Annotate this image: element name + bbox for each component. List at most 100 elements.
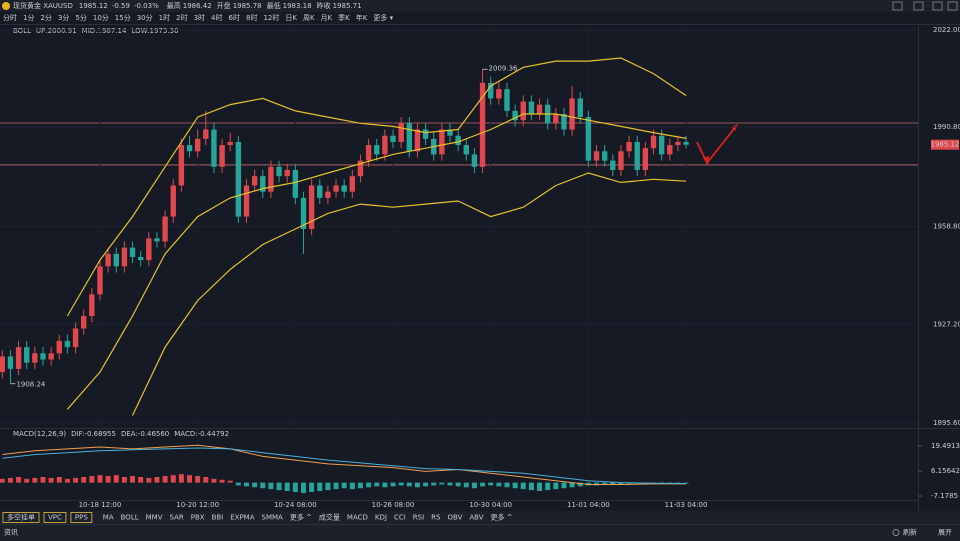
indicator-tab[interactable]: CCI bbox=[394, 514, 406, 522]
icon[interactable] bbox=[913, 1, 924, 11]
macd-bar bbox=[56, 476, 62, 483]
period-tab[interactable]: 5分 bbox=[75, 13, 86, 22]
indicator-button[interactable] bbox=[70, 512, 93, 523]
candle-body bbox=[642, 148, 649, 170]
period-tab[interactable]: 周K bbox=[303, 14, 315, 22]
macd-bar bbox=[113, 475, 119, 483]
candle-body bbox=[276, 166, 282, 177]
indicator-tab[interactable]: MMV bbox=[146, 514, 163, 522]
x-tick-label: 11-01 04:00 bbox=[567, 501, 610, 509]
candle-body bbox=[129, 247, 136, 257]
indicator-tab[interactable]: MA bbox=[103, 514, 114, 522]
indicator-tab[interactable]: BBI bbox=[212, 514, 224, 522]
macd-bar bbox=[105, 476, 111, 483]
macd-bar bbox=[618, 482, 624, 485]
stat-label: 昨收 bbox=[317, 1, 331, 10]
macd-bar bbox=[569, 482, 575, 488]
candle-body bbox=[374, 145, 380, 155]
macd-bar bbox=[130, 476, 136, 483]
footer-action[interactable]: 展开 bbox=[938, 529, 952, 537]
macd-bar bbox=[504, 482, 510, 488]
top-bar bbox=[0, 0, 960, 12]
period-tab[interactable]: 季K bbox=[338, 13, 350, 22]
candle-body bbox=[317, 185, 323, 198]
indicator-button-label[interactable]: 多空挂单 bbox=[7, 513, 35, 522]
candle-body bbox=[488, 82, 494, 99]
y-tick-label: 1895.60 bbox=[933, 419, 960, 427]
period-tab[interactable]: 分时 bbox=[3, 13, 17, 22]
x-tick-label: 11-03 04:00 bbox=[665, 501, 708, 509]
macd-bar bbox=[610, 482, 616, 485]
period-tab[interactable]: 4时 bbox=[211, 13, 222, 22]
macd-bar bbox=[89, 476, 95, 483]
icon[interactable] bbox=[932, 1, 943, 11]
indicator-tab[interactable]: MACD bbox=[347, 514, 368, 522]
period-tab[interactable]: 1时 bbox=[159, 13, 170, 22]
macd-bar bbox=[317, 482, 323, 492]
indicator-button-label[interactable]: VPC bbox=[48, 514, 62, 522]
indicator-tab[interactable]: KDJ bbox=[375, 514, 387, 522]
macd-bar bbox=[414, 482, 420, 488]
period-tab[interactable]: 3分 bbox=[58, 13, 69, 22]
macd-bar bbox=[138, 476, 144, 483]
period-tab[interactable]: 6时 bbox=[229, 13, 240, 22]
indicator-tab[interactable]: 更多 ^ bbox=[290, 513, 312, 522]
macd-bar bbox=[227, 480, 233, 483]
indicator-tab[interactable]: SAR bbox=[170, 514, 184, 522]
indicator-tab[interactable]: 更多 ^ bbox=[491, 513, 513, 522]
macd-bar bbox=[219, 479, 225, 483]
candle-body bbox=[349, 176, 356, 192]
icon[interactable] bbox=[947, 1, 958, 11]
indicator-tab[interactable]: EXPMA bbox=[230, 514, 254, 522]
period-tab[interactable]: 3时 bbox=[194, 13, 205, 22]
footer-action[interactable]: 刷新 bbox=[903, 528, 917, 537]
period-tab[interactable]: 1分 bbox=[23, 13, 34, 22]
indicator-button[interactable] bbox=[2, 512, 40, 523]
candle-body bbox=[325, 191, 331, 198]
candle-body bbox=[471, 154, 478, 167]
indicator-tab[interactable]: RSI bbox=[413, 514, 424, 522]
macd-bar bbox=[187, 475, 193, 483]
candle-body bbox=[162, 216, 168, 242]
macd-bar bbox=[178, 474, 184, 483]
macd-bar bbox=[577, 482, 583, 487]
candle-body bbox=[610, 160, 616, 170]
period-tab[interactable]: 更多 ▾ bbox=[373, 13, 393, 22]
macd-bar bbox=[284, 482, 290, 492]
period-tab[interactable]: 15分 bbox=[115, 13, 131, 22]
indicator-tab[interactable]: ABV bbox=[469, 514, 483, 522]
indicator-tab[interactable]: OBV bbox=[447, 514, 462, 522]
candle-body bbox=[48, 353, 54, 360]
refresh-icon[interactable] bbox=[892, 529, 900, 536]
candle-body bbox=[439, 129, 445, 155]
indicator-tab[interactable]: SMMA bbox=[262, 514, 284, 522]
candle-body bbox=[667, 145, 673, 155]
indicator-tab[interactable]: 成交量 bbox=[319, 513, 340, 522]
period-tab[interactable]: 2时 bbox=[176, 13, 187, 22]
macd-bar bbox=[235, 482, 241, 486]
indicator-tab[interactable]: PBX bbox=[191, 514, 205, 522]
macd-bar bbox=[40, 476, 46, 483]
candle-body bbox=[251, 176, 258, 186]
period-tab[interactable]: 2分 bbox=[40, 13, 51, 22]
candle-body bbox=[81, 316, 87, 329]
candle-body bbox=[113, 253, 119, 267]
bollinger-line bbox=[131, 172, 687, 416]
candle-body bbox=[268, 166, 274, 192]
period-tab[interactable]: 10分 bbox=[93, 13, 109, 22]
indicator-tab[interactable]: BOLL bbox=[121, 514, 139, 522]
icon[interactable] bbox=[892, 1, 903, 11]
period-tab[interactable]: 日K bbox=[285, 14, 297, 22]
period-tab[interactable]: 12时 bbox=[263, 13, 279, 22]
candle-body bbox=[308, 185, 315, 229]
period-tab[interactable]: 年K bbox=[356, 13, 368, 22]
indicator-button[interactable] bbox=[43, 512, 67, 523]
macd-bar bbox=[211, 478, 217, 483]
period-tab[interactable]: 30分 bbox=[137, 13, 153, 22]
indicator-button-label[interactable]: PPS bbox=[75, 514, 88, 522]
footer-label[interactable]: 资讯 bbox=[4, 528, 18, 537]
period-tab[interactable]: 8时 bbox=[246, 13, 257, 22]
candle-body bbox=[414, 129, 421, 152]
indicator-tab[interactable]: RS bbox=[431, 514, 441, 522]
period-tab[interactable]: 月K bbox=[321, 14, 333, 22]
